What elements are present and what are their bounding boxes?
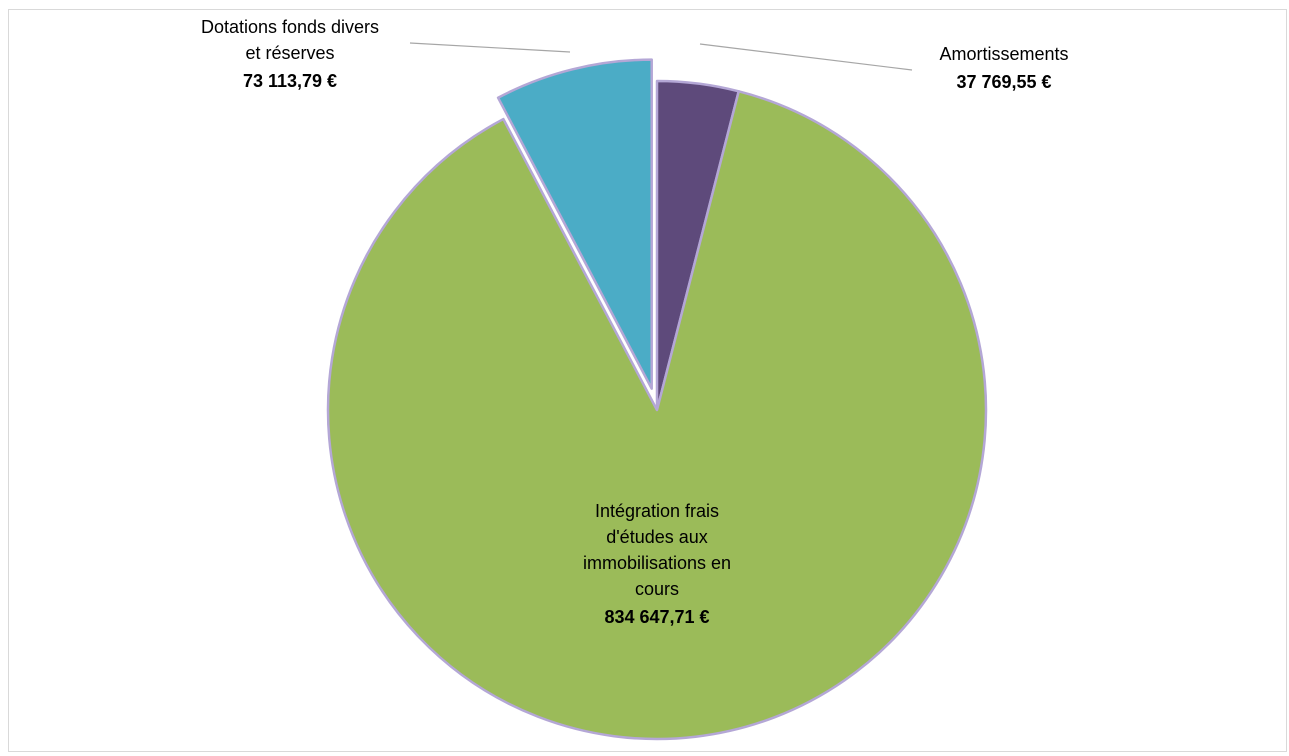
slice-label-line: immobilisations en [583,553,731,573]
slice-value-label: 37 769,55 € [956,72,1051,92]
slice-label-1: Amortissements 37 769,55 € [939,44,1068,92]
leader-line-1 [699,43,913,71]
slice-value-label: 73 113,79 € [243,71,337,91]
slice-label-line: et réserves [245,43,334,63]
slice-label-line: cours [635,579,679,599]
slice-label-2: Intégration frais d'études aux immobilisat… [583,501,731,627]
pie-slice-3 [496,58,653,390]
slice-label-line: Amortissements [939,44,1068,64]
pie-slice-2 [326,90,988,741]
slice-label-3: Dotations fonds divers et réserves 73 113,… [201,17,379,91]
chart-border [8,9,1287,752]
slice-label-line: Intégration frais [595,501,719,521]
leader-line-3 [409,42,571,53]
slice-label-line: Dotations fonds divers [201,17,379,37]
slice-value-label: 834 647,71 € [604,607,709,627]
slice-label-line: d'études aux [606,527,708,547]
